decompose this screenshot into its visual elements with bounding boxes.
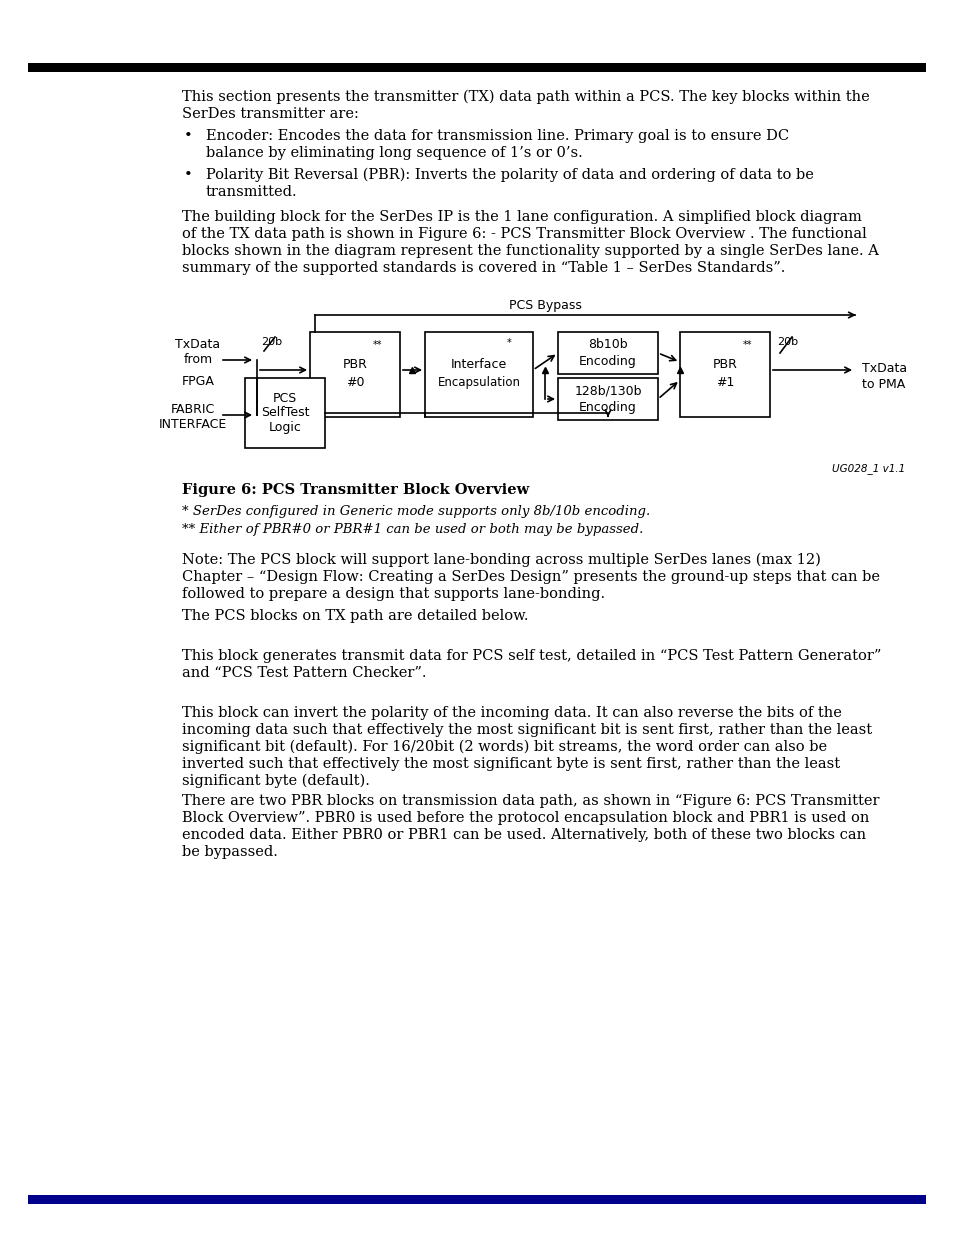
Text: significant byte (default).: significant byte (default). (182, 774, 370, 788)
Text: summary of the supported standards is covered in “Table 1 – SerDes Standards”.: summary of the supported standards is co… (182, 261, 784, 275)
Text: *: * (506, 338, 511, 348)
Text: #1: #1 (715, 375, 734, 389)
Text: Block Overview”. PBR0 is used before the protocol encapsulation block and PBR1 i: Block Overview”. PBR0 is used before the… (182, 811, 868, 825)
Text: * SerDes configured in Generic mode supports only 8b/10b encoding.: * SerDes configured in Generic mode supp… (182, 505, 650, 517)
Text: be bypassed.: be bypassed. (182, 845, 277, 860)
Bar (310, 332, 399, 417)
Text: PCS Bypass: PCS Bypass (508, 299, 580, 312)
Text: There are two PBR blocks on transmission data path, as shown in “Figure 6: PCS T: There are two PBR blocks on transmission… (182, 794, 879, 808)
Bar (245, 378, 325, 448)
Text: Polarity Bit Reversal (PBR): Inverts the polarity of data and ordering of data t: Polarity Bit Reversal (PBR): Inverts the… (206, 168, 813, 183)
Text: FPGA: FPGA (181, 375, 214, 388)
Text: FABRIC: FABRIC (171, 403, 214, 416)
Text: 8b10b: 8b10b (588, 338, 627, 352)
Text: 20b: 20b (777, 337, 798, 347)
Bar (558, 332, 658, 374)
Text: and “PCS Test Pattern Checker”.: and “PCS Test Pattern Checker”. (182, 666, 426, 680)
Text: from: from (183, 353, 213, 366)
Text: •: • (184, 168, 193, 182)
Text: Encapsulation: Encapsulation (437, 375, 520, 389)
Text: **: ** (373, 340, 382, 350)
Text: •: • (184, 128, 193, 143)
Text: TxData: TxData (862, 362, 906, 375)
Bar (424, 332, 533, 417)
Text: SerDes transmitter are:: SerDes transmitter are: (182, 107, 358, 121)
Text: UG028_1 v1.1: UG028_1 v1.1 (831, 463, 904, 474)
Text: inverted such that effectively the most significant byte is sent first, rather t: inverted such that effectively the most … (182, 757, 840, 771)
Text: **: ** (742, 340, 752, 350)
Text: of the TX data path is shown in Figure 6: - PCS Transmitter Block Overview . The: of the TX data path is shown in Figure 6… (182, 227, 866, 241)
Text: Encoder: Encodes the data for transmission line. Primary goal is to ensure DC: Encoder: Encodes the data for transmissi… (206, 128, 788, 143)
Text: This block can invert the polarity of the incoming data. It can also reverse the: This block can invert the polarity of th… (182, 706, 841, 720)
Text: followed to prepare a design that supports lane-bonding.: followed to prepare a design that suppor… (182, 587, 604, 601)
Text: incoming data such that effectively the most significant bit is sent first, rath: incoming data such that effectively the … (182, 722, 871, 737)
Bar (28, 63, 925, 72)
Text: #0: #0 (345, 375, 364, 389)
Text: Note: The PCS block will support lane-bonding across multiple SerDes lanes (max : Note: The PCS block will support lane-bo… (182, 553, 820, 567)
Bar (679, 332, 769, 417)
Text: blocks shown in the diagram represent the functionality supported by a single Se: blocks shown in the diagram represent th… (182, 245, 878, 258)
Text: Figure 6: PCS Transmitter Block Overview: Figure 6: PCS Transmitter Block Overview (182, 483, 529, 496)
Text: Encoding: Encoding (578, 354, 637, 368)
Text: SelfTest: SelfTest (260, 406, 309, 420)
Text: Interface: Interface (451, 358, 507, 370)
Text: Encoding: Encoding (578, 400, 637, 414)
Text: INTERFACE: INTERFACE (159, 417, 227, 431)
Text: balance by eliminating long sequence of 1’s or 0’s.: balance by eliminating long sequence of … (206, 146, 582, 161)
Text: The building block for the SerDes IP is the 1 lane configuration. A simplified b: The building block for the SerDes IP is … (182, 210, 861, 224)
Text: The PCS blocks on TX path are detailed below.: The PCS blocks on TX path are detailed b… (182, 609, 528, 622)
Text: PBR: PBR (342, 358, 367, 370)
Text: ** Either of PBR#0 or PBR#1 can be used or both may be bypassed.: ** Either of PBR#0 or PBR#1 can be used … (182, 522, 642, 536)
Text: transmitted.: transmitted. (206, 185, 297, 199)
Text: Logic: Logic (269, 420, 301, 433)
Bar (558, 378, 658, 420)
Text: PBR: PBR (712, 358, 737, 370)
Text: Chapter – “Design Flow: Creating a SerDes Design” presents the ground-up steps t: Chapter – “Design Flow: Creating a SerDe… (182, 571, 879, 584)
Text: 128b/130b: 128b/130b (574, 384, 641, 398)
Text: significant bit (default). For 16/20bit (2 words) bit streams, the word order ca: significant bit (default). For 16/20bit … (182, 740, 826, 755)
Text: PCS: PCS (273, 393, 296, 405)
Text: This block generates transmit data for PCS self test, detailed in “PCS Test Patt: This block generates transmit data for P… (182, 650, 881, 663)
Text: 20b: 20b (261, 337, 282, 347)
Text: encoded data. Either PBR0 or PBR1 can be used. Alternatively, both of these two : encoded data. Either PBR0 or PBR1 can be… (182, 827, 865, 842)
Bar (28, 1195, 925, 1204)
Text: This section presents the transmitter (TX) data path within a PCS. The key block: This section presents the transmitter (T… (182, 90, 869, 105)
Text: to PMA: to PMA (862, 378, 904, 391)
Text: TxData: TxData (175, 338, 220, 351)
